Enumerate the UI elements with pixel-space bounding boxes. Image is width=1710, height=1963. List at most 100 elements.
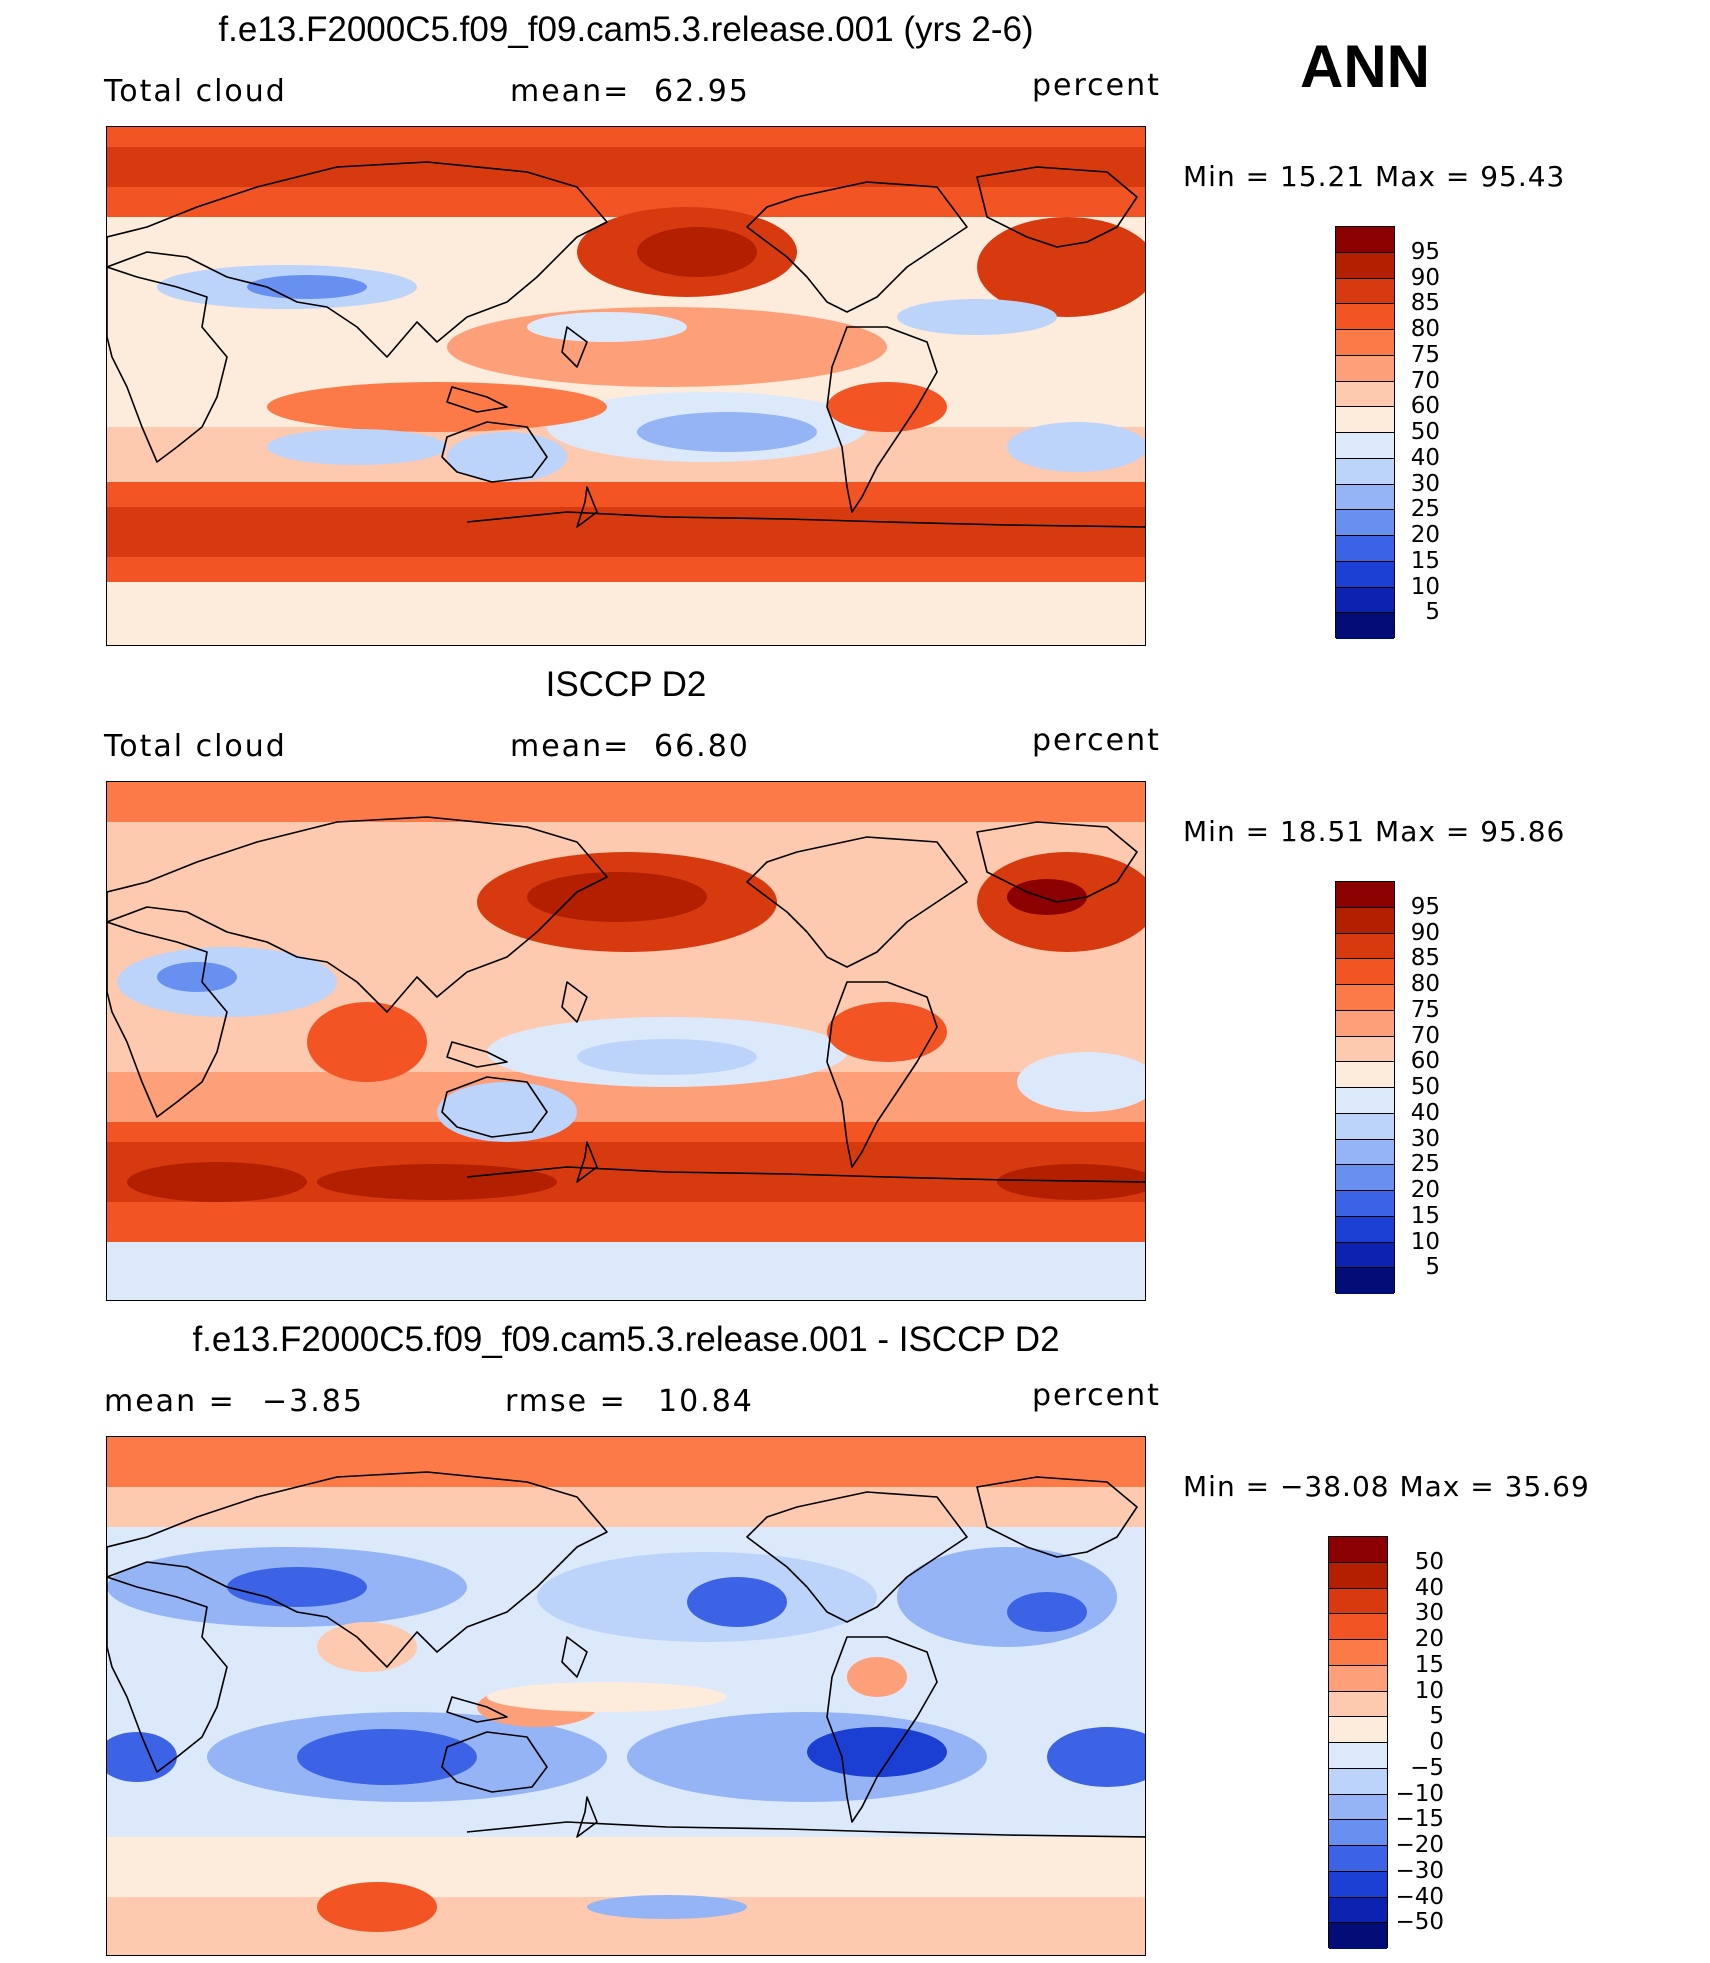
colorbar-tick-label: 60 — [1410, 1048, 1440, 1075]
field-cell — [267, 429, 447, 465]
field-cell — [897, 299, 1057, 335]
coastline — [107, 161, 608, 358]
coastline — [561, 1636, 588, 1678]
colorbar-tick-label: 50 — [1414, 1548, 1444, 1575]
colorbar-swatch — [1336, 613, 1394, 639]
field-cell — [127, 1162, 307, 1202]
colorbar-swatch — [1336, 510, 1394, 536]
colorbar-tick-label: 70 — [1410, 1022, 1440, 1049]
colorbar-tick-label: 75 — [1410, 996, 1440, 1023]
field-cell — [1017, 1052, 1145, 1112]
coastline — [466, 1166, 1145, 1183]
colorbar-swatch — [1329, 1820, 1387, 1846]
coastline — [576, 1141, 598, 1183]
coastline — [107, 1471, 608, 1668]
panel-1-mean-value: 62.95 — [654, 74, 750, 109]
colorbar-tick-label: 50 — [1410, 419, 1440, 445]
field-band — [107, 1437, 1145, 1487]
field-cell — [827, 1002, 947, 1062]
field-cell — [247, 275, 367, 299]
coastline — [976, 821, 1138, 903]
panel-2-mean-value: 66.80 — [654, 729, 750, 764]
observed-cloud-map — [107, 782, 1145, 1300]
field-cell — [637, 412, 817, 452]
coastline — [446, 1041, 508, 1068]
panel-1-units: percent — [1032, 68, 1161, 103]
panel-2-map — [106, 781, 1146, 1301]
coastline — [826, 326, 938, 513]
colorbar-tick-label: 75 — [1410, 341, 1440, 368]
colorbar-swatch — [1329, 1588, 1387, 1615]
colorbar-tick-label: 25 — [1410, 1151, 1440, 1178]
colorbar-tick-label: 85 — [1410, 290, 1440, 317]
colorbar-tick-label: 15 — [1410, 547, 1440, 574]
field-cell — [1007, 879, 1087, 915]
min-label: Min — [1183, 1470, 1236, 1503]
colorbar-swatch — [1336, 278, 1394, 305]
panel-2-colorbar — [1335, 881, 1395, 1294]
field-cell — [437, 1082, 577, 1142]
colorbar-tick-label: 50 — [1410, 1074, 1440, 1100]
colorbar-swatch — [1336, 1088, 1394, 1114]
colorbar-swatch — [1336, 458, 1394, 485]
colorbar-tick-label: 90 — [1410, 919, 1440, 946]
coastline — [826, 1636, 938, 1823]
colorbar-tick-label: 0 — [1429, 1729, 1444, 1755]
field-cell — [587, 1895, 747, 1919]
field-cell — [847, 1657, 907, 1697]
colorbar-tick-label: 30 — [1410, 470, 1440, 497]
colorbar-tick-label: 20 — [1410, 522, 1440, 548]
field-cell — [487, 1682, 727, 1712]
colorbar-tick-label: 15 — [1414, 1651, 1444, 1678]
colorbar-swatch — [1336, 907, 1394, 934]
field-cell — [977, 217, 1145, 317]
field-band — [107, 1487, 1145, 1527]
field-cell — [307, 1002, 427, 1082]
colorbar-tick-label: −30 — [1395, 1857, 1444, 1884]
colorbar-swatch — [1329, 1640, 1387, 1666]
colorbar-swatch — [1336, 1036, 1394, 1063]
colorbar-tick-label: −40 — [1395, 1883, 1444, 1910]
colorbar-tick-label: 10 — [1414, 1677, 1444, 1704]
colorbar-swatch — [1336, 1139, 1394, 1166]
colorbar-tick-label: −15 — [1395, 1806, 1444, 1833]
panel-3-colorbar-labels: 50 40 30 20 15 10 5 0 −5 −10 −15 −20 −30 −40 −50 — [1390, 1536, 1444, 1948]
coastline — [576, 486, 598, 528]
coastline — [107, 266, 228, 463]
field-cell — [527, 872, 707, 922]
max-value: 95.43 — [1480, 160, 1566, 193]
min-value: 15.21 — [1279, 160, 1366, 193]
coastline — [446, 386, 508, 413]
colorbar-swatch — [1336, 1268, 1394, 1294]
coastline — [826, 981, 938, 1168]
min-value: −38.08 — [1279, 1470, 1390, 1503]
panel-1-colorbar-labels: 95 90 85 80 75 70 60 50 40 30 25 20 15 10 5 — [1400, 226, 1440, 638]
max-value: 35.69 — [1504, 1470, 1590, 1503]
panel-3-minmax: Min = −38.08 Max = 35.69 — [1183, 1470, 1590, 1503]
colorbar-tick-label: 25 — [1410, 496, 1440, 523]
colorbar-tick-label: 30 — [1414, 1600, 1444, 1627]
min-value: 18.51 — [1279, 815, 1366, 848]
colorbar-tick-label: 10 — [1410, 1228, 1440, 1255]
colorbar-swatch — [1336, 330, 1394, 356]
field-cell — [267, 382, 607, 432]
colorbar-swatch — [1329, 1691, 1387, 1718]
colorbar-tick-label: 20 — [1414, 1626, 1444, 1652]
coastline — [576, 1796, 598, 1838]
coastline — [107, 921, 228, 1118]
field-cell — [157, 962, 237, 992]
panel-2-colorbar-labels: 95 90 85 80 75 70 60 50 40 30 25 20 15 10 5 — [1400, 881, 1440, 1293]
colorbar-swatch — [1336, 1165, 1394, 1191]
colorbar-swatch — [1336, 561, 1394, 588]
colorbar-swatch — [1336, 959, 1394, 985]
colorbar-swatch — [1329, 1794, 1387, 1821]
colorbar-tick-label: −5 — [1410, 1754, 1444, 1781]
panel-2-minmax: Min = 18.51 Max = 95.86 — [1183, 815, 1566, 848]
colorbar-swatch — [1336, 933, 1394, 960]
colorbar-swatch — [1336, 484, 1394, 511]
colorbar-swatch — [1329, 1614, 1387, 1640]
colorbar-tick-label: −50 — [1395, 1909, 1444, 1936]
colorbar-tick-label: 20 — [1410, 1177, 1440, 1203]
colorbar-swatch — [1329, 1562, 1387, 1589]
max-label: Max — [1375, 160, 1436, 193]
